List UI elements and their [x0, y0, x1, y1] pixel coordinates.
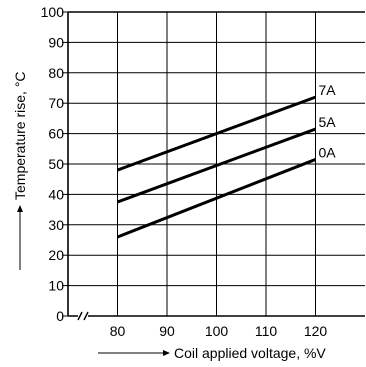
series-label-5A: 5A	[319, 114, 337, 130]
y-tick-label-80: 80	[48, 65, 64, 81]
x-axis-label: Coil applied voltage, %V	[174, 345, 326, 361]
series-label-0A: 0A	[319, 144, 337, 160]
y-tick-labels: 0 10 20 30 40 50 60 70 80 90 100	[41, 4, 68, 324]
x-tick-label-100: 100	[205, 323, 229, 339]
y-tick-label-20: 20	[48, 247, 64, 263]
series-label-7A: 7A	[319, 82, 337, 98]
y-tick-label-90: 90	[48, 34, 64, 50]
x-tick-label-120: 120	[304, 323, 328, 339]
x-tick-label-110: 110	[255, 323, 278, 339]
y-tick-label-30: 30	[48, 217, 64, 233]
series-lines	[116, 95, 317, 239]
series-line-5A	[116, 127, 317, 204]
x-tick-label-90: 90	[159, 323, 175, 339]
y-axis-label-group: Temperature rise, °C	[12, 71, 28, 270]
series-line-0A	[116, 158, 317, 239]
x-axis-label-group: Coil applied voltage, %V	[98, 345, 326, 361]
x-tick-label-80: 80	[110, 323, 126, 339]
series-line-7A	[116, 95, 317, 172]
y-tick-label-40: 40	[48, 186, 64, 202]
y-tick-label-60: 60	[48, 126, 64, 142]
x-axis-arrow-head	[163, 350, 170, 356]
y-tick-label-10: 10	[48, 278, 64, 294]
y-tick-label-0: 0	[56, 308, 64, 324]
axis-break-gap	[78, 311, 88, 321]
series-labels: 7A 5A 0A	[319, 82, 337, 160]
x-axis-break-mark	[77, 311, 89, 321]
y-axis-arrow-head	[17, 205, 23, 212]
y-tick-label-100: 100	[41, 4, 65, 20]
y-axis-label: Temperature rise, °C	[12, 71, 28, 200]
y-tick-label-50: 50	[48, 156, 64, 172]
axis-break-slash-1	[77, 311, 83, 321]
y-tick-label-70: 70	[48, 95, 64, 111]
x-tick-labels: 80 90 100 110 120	[110, 323, 328, 339]
axis-break-slash-2	[83, 311, 89, 321]
